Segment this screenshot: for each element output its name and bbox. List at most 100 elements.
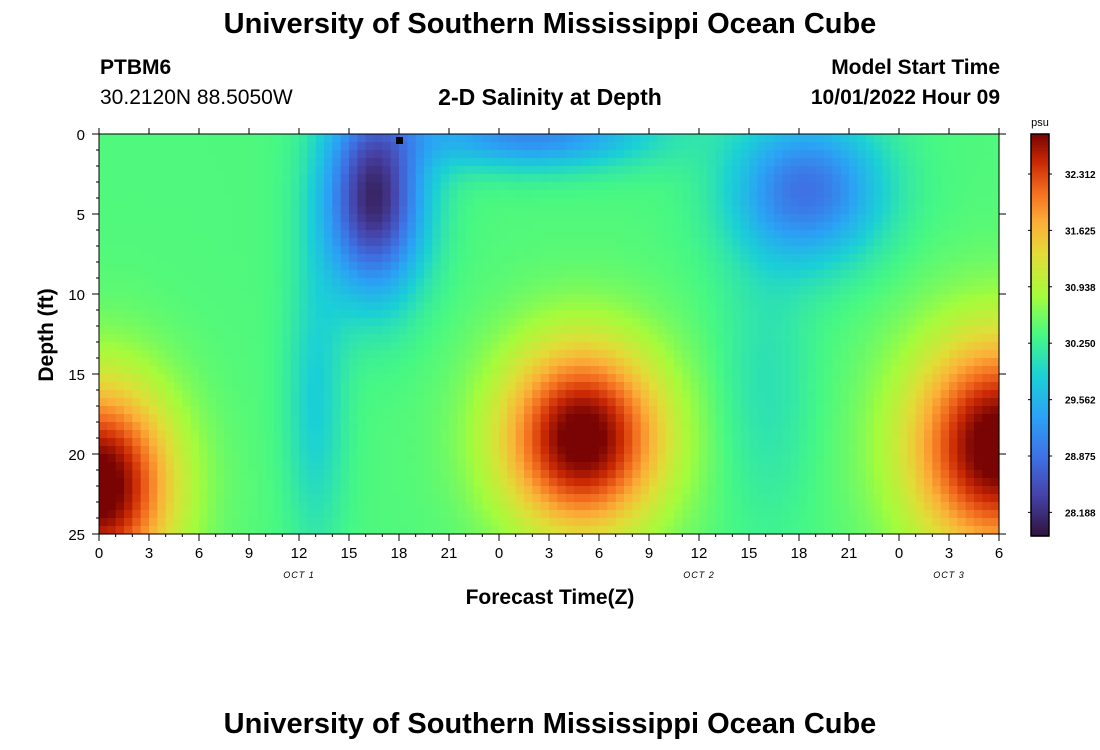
heatmap-cell: [407, 350, 417, 359]
heatmap-cell: [690, 294, 700, 303]
heatmap-cell: [107, 254, 117, 263]
heatmap-cell: [340, 518, 350, 527]
heatmap-cell: [865, 374, 875, 383]
heatmap-cell: [915, 462, 925, 471]
heatmap-cell: [315, 494, 325, 503]
heatmap-cell: [482, 422, 492, 431]
heatmap-cell: [382, 526, 392, 535]
heatmap-cell: [882, 166, 892, 175]
heatmap-cell: [782, 158, 792, 167]
heatmap-cell: [924, 430, 933, 439]
heatmap-cell: [582, 446, 592, 455]
heatmap-cell: [632, 206, 642, 215]
heatmap-cell: [690, 390, 700, 399]
heatmap-cell: [707, 270, 717, 279]
heatmap-cell: [649, 366, 658, 375]
heatmap-cell: [507, 398, 517, 407]
heatmap-cell: [515, 502, 525, 511]
heatmap-cell: [574, 230, 583, 239]
heatmap-cell: [357, 350, 367, 359]
heatmap-cell: [682, 190, 692, 199]
heatmap-cell: [782, 446, 792, 455]
heatmap-cell: [507, 158, 517, 167]
heatmap-cell: [407, 342, 417, 351]
heatmap-cell: [190, 182, 200, 191]
heatmap-cell: [707, 222, 717, 231]
heatmap-cell: [274, 286, 283, 295]
heatmap-cell: [615, 230, 625, 239]
heatmap-cell: [757, 326, 767, 335]
heatmap-cell: [765, 446, 775, 455]
heatmap-cell: [857, 294, 867, 303]
heatmap-cell: [165, 262, 175, 271]
heatmap-cell: [490, 246, 500, 255]
heatmap-cell: [899, 422, 908, 431]
heatmap-cell: [682, 478, 692, 487]
heatmap-cell: [790, 342, 800, 351]
heatmap-cell: [807, 230, 817, 239]
heatmap-cell: [632, 438, 642, 447]
heatmap-cell: [540, 494, 550, 503]
heatmap-cell: [149, 286, 158, 295]
heatmap-cell: [907, 150, 917, 159]
heatmap-cell: [749, 374, 758, 383]
heatmap-cell: [199, 350, 208, 359]
heatmap-cell: [440, 494, 450, 503]
heatmap-cell: [540, 382, 550, 391]
heatmap-cell: [749, 486, 758, 495]
heatmap-cell: [549, 366, 558, 375]
heatmap-cell: [340, 302, 350, 311]
heatmap-cell: [307, 310, 317, 319]
heatmap-cell: [774, 502, 783, 511]
heatmap-cell: [707, 134, 717, 143]
heatmap-cell: [874, 406, 883, 415]
heatmap-cell: [857, 478, 867, 487]
heatmap-cell: [399, 358, 408, 367]
heatmap-cell: [482, 230, 492, 239]
heatmap-cell: [332, 350, 342, 359]
heatmap-cell: [390, 430, 400, 439]
heatmap-cell: [699, 254, 708, 263]
heatmap-cell: [574, 190, 583, 199]
heatmap-cell: [765, 518, 775, 527]
heatmap-cell: [324, 526, 333, 535]
heatmap-cell: [124, 398, 133, 407]
heatmap-cell: [315, 382, 325, 391]
heatmap-cell: [99, 494, 108, 503]
heatmap-cell: [190, 230, 200, 239]
heatmap-cell: [707, 438, 717, 447]
heatmap-cell: [674, 134, 683, 143]
heatmap-cell: [274, 518, 283, 527]
heatmap-cell: [515, 214, 525, 223]
heatmap-cell: [832, 150, 842, 159]
heatmap-cell: [832, 158, 842, 167]
heatmap-cell: [207, 302, 217, 311]
heatmap-cell: [607, 366, 617, 375]
heatmap-cell: [399, 142, 408, 151]
heatmap-cell: [715, 358, 725, 367]
heatmap-cell: [682, 254, 692, 263]
heatmap-cell: [274, 406, 283, 415]
heatmap-cell: [415, 334, 425, 343]
heatmap-cell: [732, 166, 742, 175]
heatmap-cell: [140, 414, 150, 423]
heatmap-cell: [832, 430, 842, 439]
heatmap-cell: [265, 190, 275, 199]
heatmap-cell: [924, 374, 933, 383]
heatmap-cell: [790, 422, 800, 431]
heatmap-cell: [682, 422, 692, 431]
heatmap-cell: [782, 318, 792, 327]
heatmap-cell: [324, 214, 333, 223]
heatmap-cell: [165, 398, 175, 407]
heatmap-cell: [782, 198, 792, 207]
heatmap-cell: [249, 270, 258, 279]
heatmap-cell: [515, 422, 525, 431]
heatmap-cell: [215, 398, 225, 407]
heatmap-cell: [324, 262, 333, 271]
heatmap-cell: [724, 198, 733, 207]
heatmap-cell: [765, 350, 775, 359]
heatmap-cell: [507, 454, 517, 463]
heatmap-cell: [224, 350, 233, 359]
heatmap-cell: [132, 334, 142, 343]
heatmap-cell: [607, 502, 617, 511]
